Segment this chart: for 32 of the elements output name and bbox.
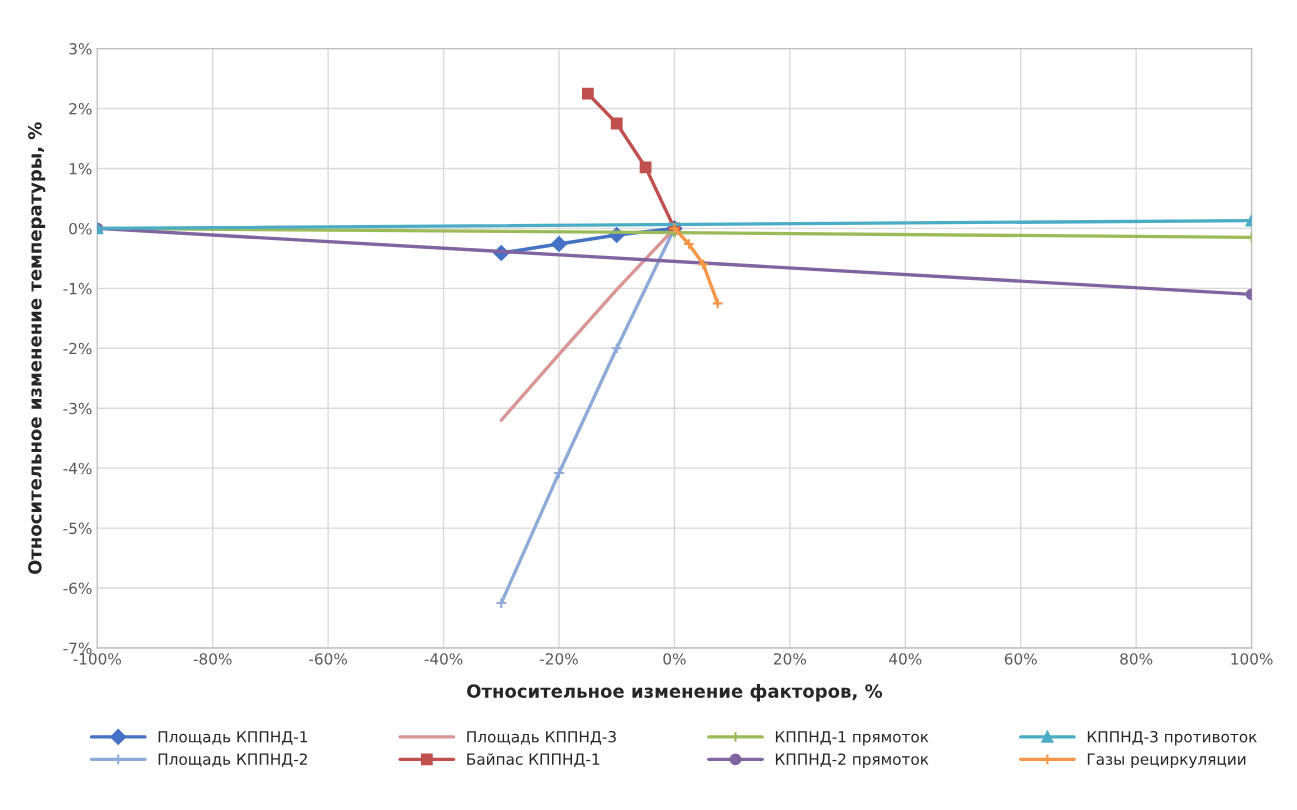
x-tick-label: 20%: [774, 653, 807, 665]
x-tick-label: 60%: [1004, 653, 1037, 665]
x-tick-label: -20%: [540, 653, 578, 665]
y-tick-label: 3%: [69, 43, 92, 55]
y-tick-label: -2%: [63, 342, 92, 355]
y-tick-label: 1%: [69, 162, 92, 175]
x-axis-title: Относительное изменение факторов, %: [467, 683, 883, 702]
y-tick-label: -4%: [63, 462, 92, 475]
legend-label: КППНД-1 прямоток: [775, 731, 929, 746]
y-axis-title: Относительное изменение температуры, %: [28, 122, 46, 575]
y-tick-label: -6%: [63, 582, 92, 595]
y-tick-label: 0%: [69, 222, 92, 235]
y-tick-label: -3%: [63, 402, 92, 415]
x-tick-label: 80%: [1120, 653, 1153, 665]
legend-label: Байпас КППНД-1: [467, 753, 600, 768]
x-tick-label: 100%: [1231, 653, 1273, 665]
y-tick-label: 2%: [69, 103, 92, 115]
x-tick-label: 0%: [663, 653, 686, 665]
legend-label: Площадь КППНД-3: [467, 730, 616, 745]
x-tick-label: -100%: [73, 653, 122, 665]
x-tick-label: -60%: [309, 653, 348, 665]
legend-label: КППНД-2 прямоток: [775, 753, 929, 768]
y-tick-label: -1%: [63, 282, 92, 295]
legend-label: Газы рециркуляции: [1087, 753, 1246, 768]
legend-label: Площадь КППНД-1: [158, 731, 308, 745]
x-tick-label: -80%: [193, 653, 232, 665]
y-tick-label: -7%: [63, 642, 92, 655]
legend-label: КППНД-3 противоток: [1087, 730, 1257, 746]
x-tick-label: -40%: [424, 653, 463, 665]
legend-label: Площадь КППНД-2: [158, 753, 307, 768]
x-tick-label: 40%: [889, 653, 922, 665]
y-tick-label: -5%: [63, 522, 92, 535]
